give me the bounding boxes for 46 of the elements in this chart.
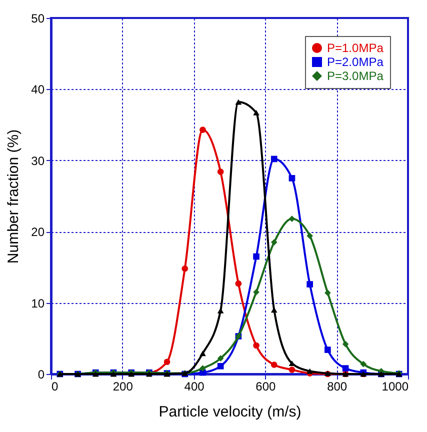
- point: [217, 168, 224, 175]
- point: [270, 156, 278, 162]
- point: [235, 280, 242, 287]
- point: [288, 175, 296, 182]
- x-tick-label: 400: [184, 380, 205, 394]
- point: [182, 265, 188, 272]
- point: [342, 365, 349, 372]
- point: [270, 239, 278, 246]
- point: [253, 342, 260, 349]
- point: [360, 360, 367, 368]
- legend-label: P=1.0MPa: [327, 41, 384, 55]
- x-tick-label: 200: [112, 380, 134, 394]
- point: [200, 350, 206, 356]
- y-axis-title: Number fraction (%): [5, 129, 22, 264]
- y-tick-label: 20: [31, 225, 45, 240]
- point: [200, 365, 206, 372]
- legend-label: P=3.0MPa: [327, 69, 384, 83]
- y-tick-label: 30: [31, 154, 45, 168]
- x-tick-label: 1000: [382, 380, 409, 394]
- y-tick-label: 10: [31, 296, 45, 310]
- point: [253, 288, 260, 296]
- point: [253, 110, 260, 116]
- point: [270, 307, 278, 313]
- point: [306, 281, 313, 288]
- point: [164, 358, 170, 366]
- point: [324, 290, 331, 296]
- point: [324, 346, 331, 353]
- point: [217, 363, 224, 370]
- point: [306, 232, 313, 240]
- y-tick-label: 50: [31, 12, 45, 26]
- point: [217, 355, 224, 362]
- point: [270, 362, 278, 368]
- point: [342, 340, 349, 348]
- legend-label: P=2.0MPa: [327, 55, 384, 69]
- x-tick-label: 600: [256, 380, 276, 394]
- point: [288, 216, 296, 222]
- point: [253, 253, 260, 260]
- point: [288, 366, 296, 373]
- point: [200, 126, 206, 133]
- y-tick-label: 0: [38, 368, 45, 382]
- point: [235, 99, 242, 105]
- x-axis-title: Particle velocity (m/s): [158, 404, 302, 420]
- x-tick-label: 800: [327, 380, 348, 394]
- x-tick-label: 0: [52, 380, 58, 394]
- y-tick-label: 40: [31, 82, 45, 97]
- point: [306, 368, 313, 374]
